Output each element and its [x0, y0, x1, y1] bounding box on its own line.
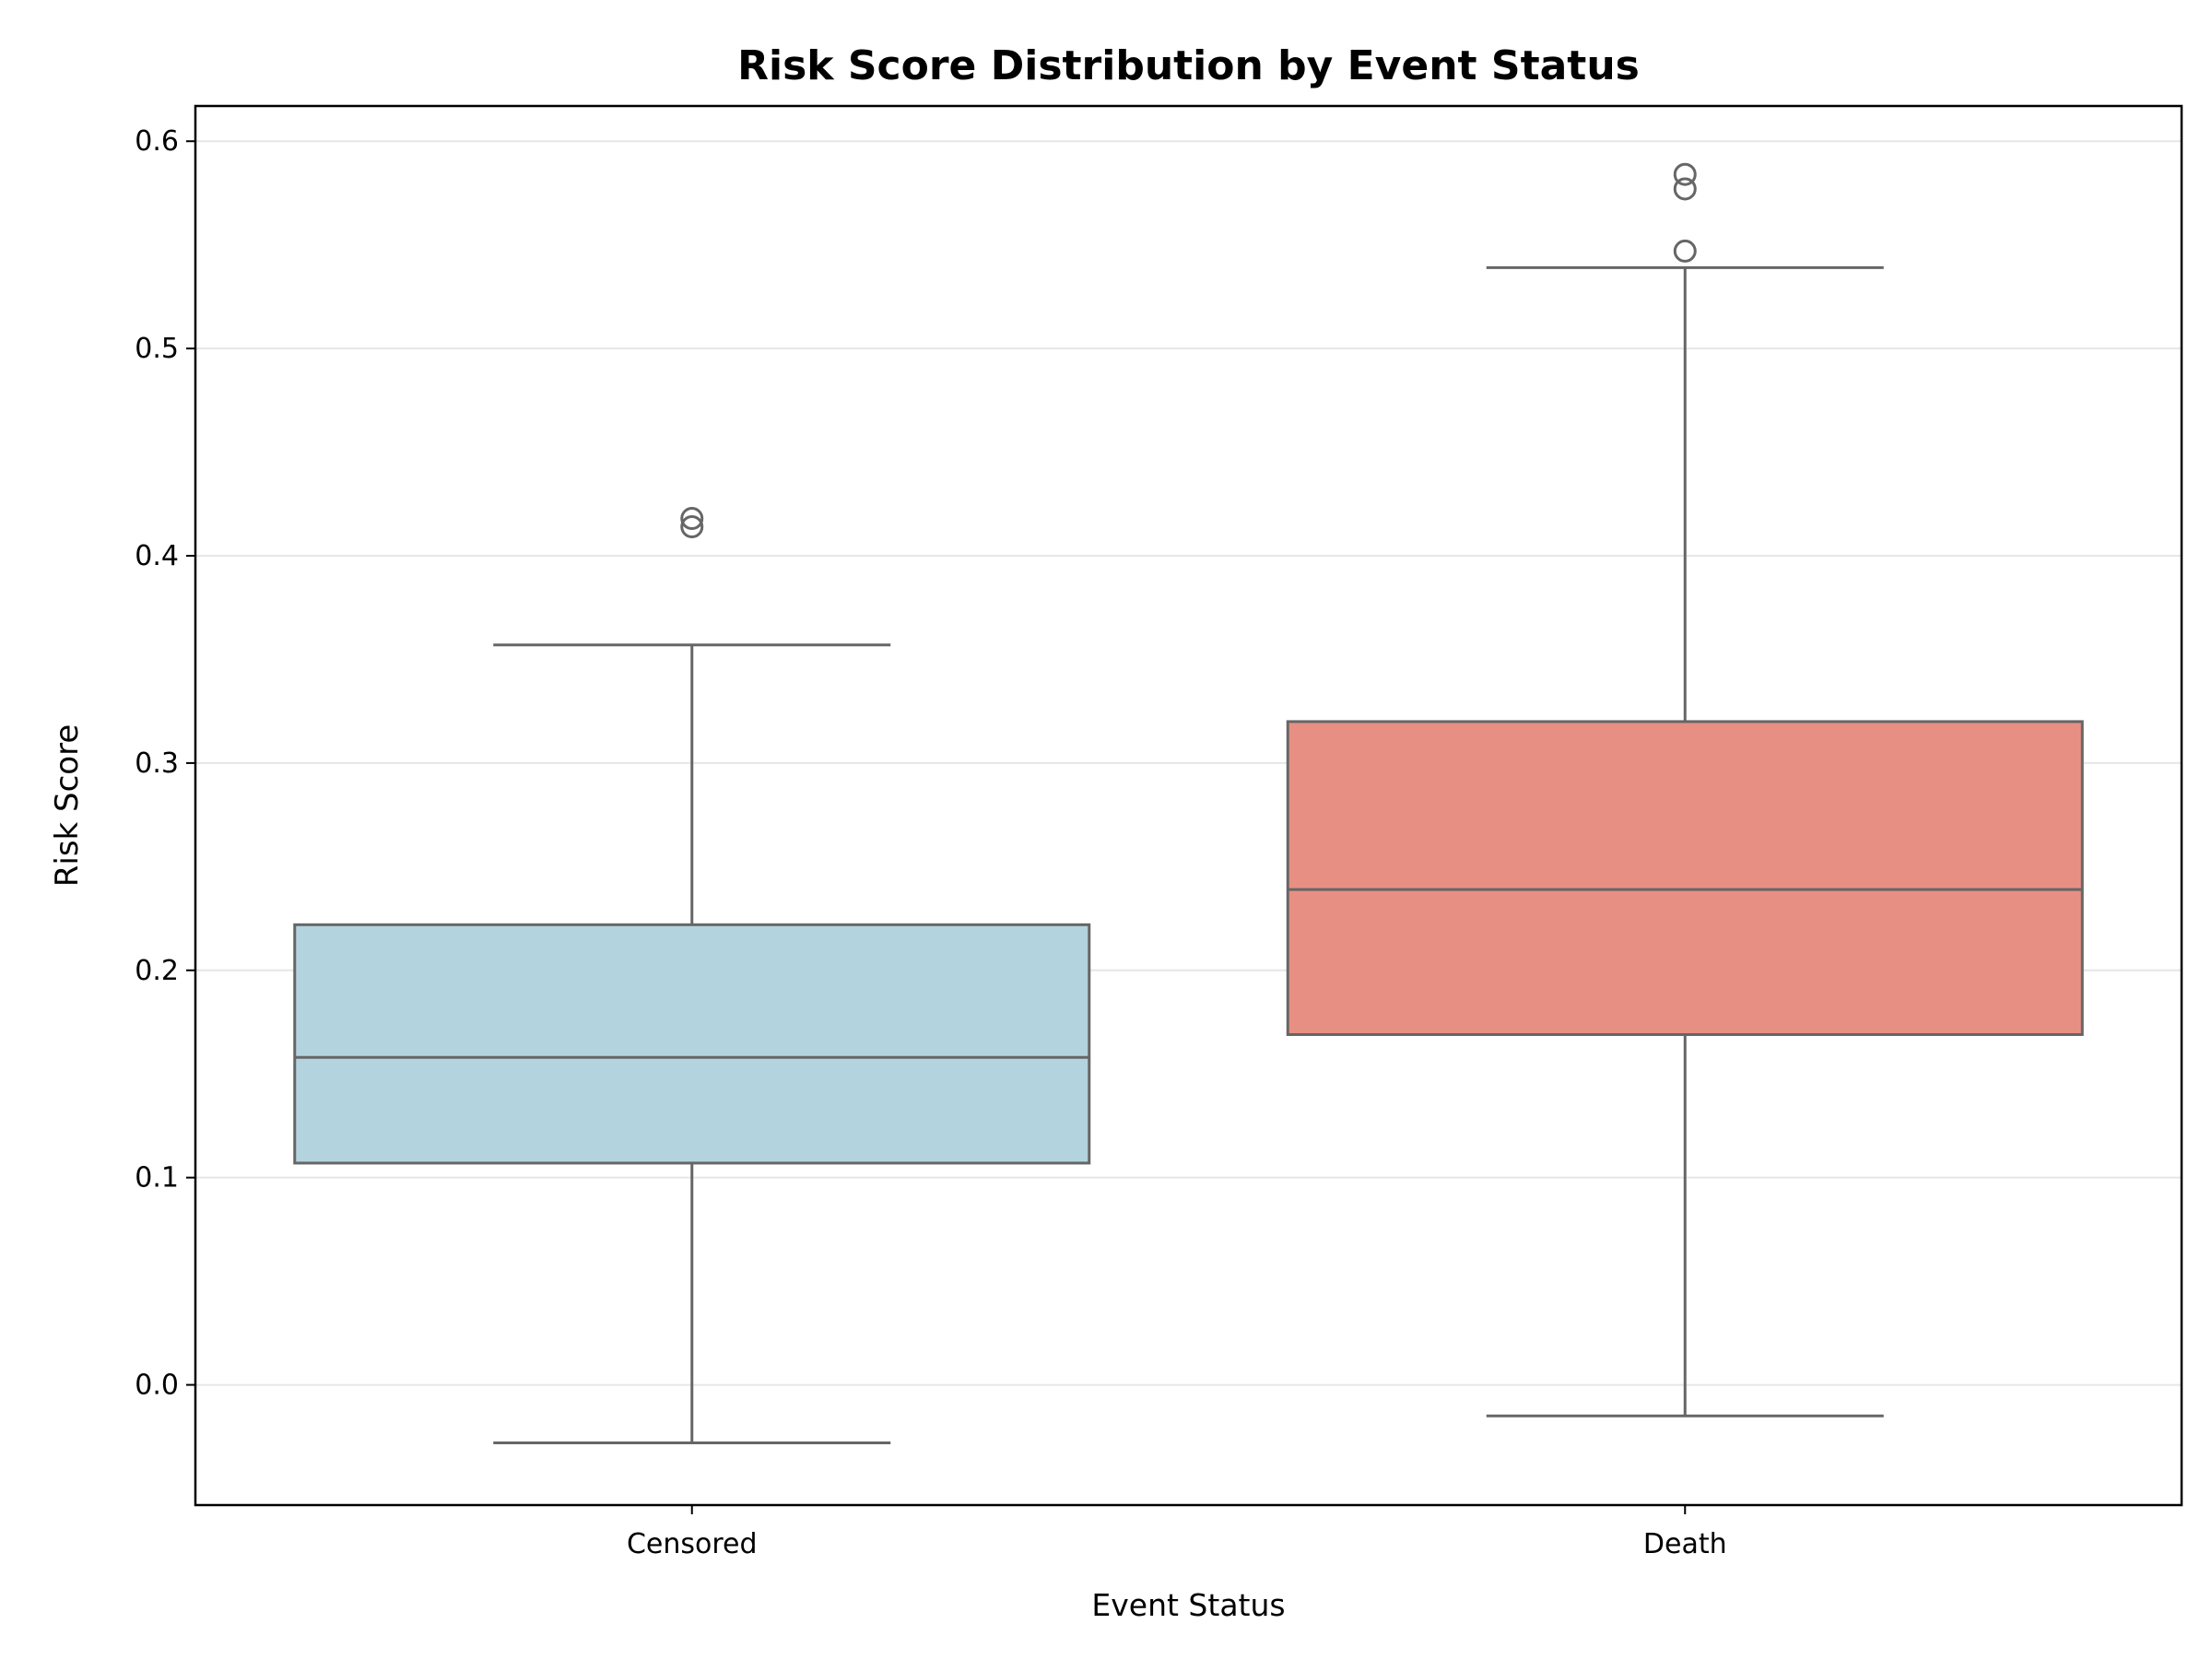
y-tick-label: 0.2 [135, 955, 179, 987]
y-tick-label: 0.3 [135, 747, 179, 780]
y-tick-label: 0.4 [135, 540, 179, 572]
iqr-box [1286, 720, 2084, 1037]
outlier-point [680, 507, 704, 531]
chart-title: Risk Score Distribution by Event Status [737, 42, 1640, 89]
y-axis-label: Risk Score [49, 724, 86, 888]
x-axis-label: Event Status [1091, 1587, 1285, 1623]
outlier-point [1673, 239, 1697, 263]
y-tick-label: 0.1 [135, 1162, 179, 1194]
plot-frame [194, 104, 2183, 1507]
axis-ticks: 0.0 0.1 0.2 0.3 0.4 0.5 0.6 Censored Death [135, 125, 1726, 1560]
boxes [293, 162, 2084, 1445]
x-tick-label: Censored [627, 1528, 758, 1560]
outlier-point [1673, 162, 1697, 186]
x-tick-label: Death [1643, 1528, 1727, 1560]
outlier-point [680, 515, 704, 539]
box-group-death [1286, 162, 2084, 1418]
iqr-box [293, 923, 1091, 1165]
outlier-point [1673, 177, 1697, 201]
y-tick-label: 0.6 [135, 125, 179, 158]
y-tick-label: 0.5 [135, 333, 179, 365]
box-group-censored [293, 507, 1091, 1445]
y-tick-label: 0.0 [135, 1370, 179, 1402]
